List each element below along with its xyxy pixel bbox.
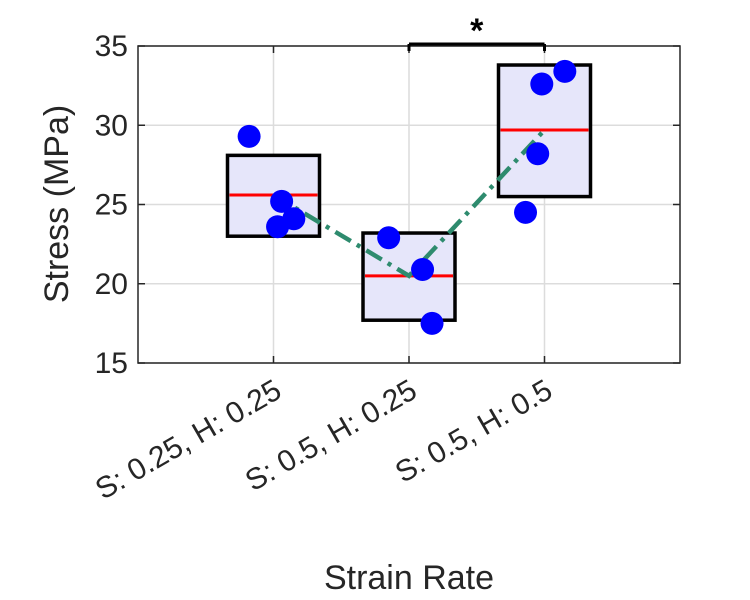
boxes xyxy=(225,63,593,322)
data-point xyxy=(526,142,550,166)
y-tick-label: 15 xyxy=(95,347,128,380)
y-tick-label: 20 xyxy=(95,268,128,301)
data-points xyxy=(237,59,577,335)
data-point xyxy=(237,124,261,148)
y-tick-label: 35 xyxy=(95,30,128,63)
data-point xyxy=(266,215,290,239)
data-point xyxy=(411,257,435,281)
trend-line xyxy=(272,128,547,279)
significance-star: * xyxy=(470,12,484,50)
data-point xyxy=(420,311,444,335)
data-point xyxy=(553,59,577,83)
significance-annotations: * xyxy=(407,12,546,51)
data-point xyxy=(530,72,554,96)
y-axis-title: Stress (MPa) xyxy=(38,105,76,303)
y-tick-label: 25 xyxy=(95,189,128,222)
trend-line-group xyxy=(272,128,547,279)
y-tick-label: 30 xyxy=(95,109,128,142)
x-axis-title: Strain Rate xyxy=(324,559,494,597)
data-point xyxy=(377,226,401,250)
data-point xyxy=(514,200,538,224)
data-point xyxy=(270,189,294,213)
